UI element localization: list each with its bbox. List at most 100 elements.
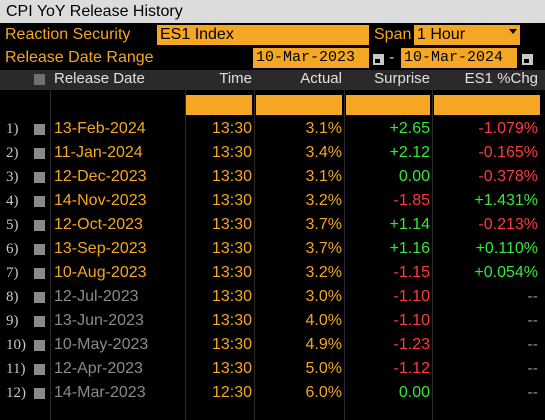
col-release-date[interactable]: Release Date — [54, 70, 145, 87]
col-time[interactable]: Time — [219, 70, 252, 87]
row-checkbox[interactable] — [34, 340, 45, 351]
range-end-value: 10-Mar-2024 — [404, 49, 504, 66]
pct-chg-cell: -- — [527, 288, 538, 305]
actual-cell: 3.1% — [305, 120, 342, 137]
release-date-cell[interactable]: 11-Jan-2024 — [54, 144, 143, 161]
table-row[interactable]: 7) 10-Aug-2023 13:30 3.2% -1.15 +0.054% — [0, 261, 545, 285]
grid-line — [50, 70, 51, 420]
time-cell: 13:30 — [211, 360, 252, 377]
table-row[interactable]: 1) 13-Feb-2024 13:30 3.1% +2.65 -1.079% — [0, 117, 545, 141]
table-row[interactable]: 9) 13-Jun-2023 13:30 4.0% -1.10 -- — [0, 309, 545, 333]
select-all-checkbox[interactable] — [34, 74, 45, 85]
time-cell: 13:30 — [211, 216, 252, 233]
pct-chg-cell: +0.054% — [474, 264, 538, 281]
surprise-cell: +1.14 — [389, 216, 430, 233]
actual-cell: 3.1% — [305, 168, 342, 185]
row-checkbox[interactable] — [34, 316, 45, 327]
surprise-cell: 0.00 — [398, 168, 430, 185]
row-checkbox[interactable] — [34, 124, 45, 135]
range-start-value: 10-Mar-2023 — [256, 49, 356, 66]
surprise-cell: +2.12 — [389, 144, 430, 161]
col-surprise[interactable]: Surprise — [374, 70, 430, 87]
date-range-row: Release Date Range 10-Mar-2023 - 10-Mar-… — [0, 47, 545, 71]
table-row[interactable]: 11) 12-Apr-2023 13:30 5.0% -1.12 -- — [0, 357, 545, 381]
release-date-cell[interactable]: 14-Nov-2023 — [54, 192, 147, 209]
calendar-icon[interactable] — [522, 54, 533, 65]
release-date-cell[interactable]: 10-May-2023 — [54, 336, 149, 353]
time-cell: 12:30 — [211, 384, 252, 401]
range-end-input[interactable]: 10-Mar-2024 — [401, 48, 517, 68]
row-checkbox[interactable] — [34, 292, 45, 303]
release-date-cell[interactable]: 12-Oct-2023 — [54, 216, 143, 233]
row-checkbox[interactable] — [34, 220, 45, 231]
actual-cell: 3.7% — [305, 240, 342, 257]
window-title: CPI YoY Release History — [0, 0, 545, 23]
row-number: 3) — [6, 169, 19, 185]
release-date-range-label: Release Date Range — [5, 49, 154, 66]
time-cell: 13:30 — [211, 264, 252, 281]
table-row[interactable]: 3) 12-Dec-2023 13:30 3.1% 0.00 -0.378% — [0, 165, 545, 189]
grid-line — [432, 70, 433, 420]
release-date-cell[interactable]: 13-Feb-2024 — [54, 120, 146, 137]
surprise-cell: -1.12 — [393, 360, 430, 377]
release-date-cell[interactable]: 12-Jul-2023 — [54, 288, 139, 305]
time-cell: 13:30 — [211, 288, 252, 305]
calendar-icon[interactable] — [373, 54, 384, 65]
reaction-security-input[interactable]: ES1 Index — [157, 25, 369, 45]
span-value: 1 Hour — [417, 26, 466, 43]
row-number: 12) — [6, 385, 26, 401]
row-checkbox[interactable] — [34, 244, 45, 255]
release-date-cell[interactable]: 13-Sep-2023 — [54, 240, 147, 257]
time-cell: 13:30 — [211, 168, 252, 185]
chevron-down-icon[interactable] — [509, 29, 517, 34]
release-date-cell[interactable]: 13-Jun-2023 — [54, 312, 144, 329]
release-date-cell[interactable]: 10-Aug-2023 — [54, 264, 147, 281]
span-select[interactable]: 1 Hour — [414, 25, 520, 45]
col-actual[interactable]: Actual — [300, 70, 342, 87]
table-row[interactable]: 12) 14-Mar-2023 12:30 6.0% 0.00 -- — [0, 381, 545, 405]
row-checkbox[interactable] — [34, 268, 45, 279]
range-start-input[interactable]: 10-Mar-2023 — [253, 48, 369, 68]
table-row[interactable]: 10) 10-May-2023 13:30 4.9% -1.23 -- — [0, 333, 545, 357]
table-row[interactable]: 8) 12-Jul-2023 13:30 3.0% -1.10 -- — [0, 285, 545, 309]
time-cell: 13:30 — [211, 312, 252, 329]
row-number: 8) — [6, 289, 19, 305]
table-row[interactable]: 6) 13-Sep-2023 13:30 3.7% +1.16 +0.110% — [0, 237, 545, 261]
time-cell: 13:30 — [211, 240, 252, 257]
row-checkbox[interactable] — [34, 364, 45, 375]
row-checkbox[interactable] — [34, 196, 45, 207]
grid-line — [254, 70, 255, 420]
time-cell: 13:30 — [211, 144, 252, 161]
table-row[interactable]: 5) 12-Oct-2023 13:30 3.7% +1.14 -0.213% — [0, 213, 545, 237]
row-number: 7) — [6, 265, 19, 281]
table-row[interactable]: 2) 11-Jan-2024 13:30 3.4% +2.12 -0.165% — [0, 141, 545, 165]
col-es1-pct-chg[interactable]: ES1 %Chg — [464, 70, 538, 87]
surprise-cell: +1.16 — [389, 240, 430, 257]
time-cell: 13:30 — [211, 192, 252, 209]
pct-chg-cell: -- — [527, 336, 538, 353]
row-number: 6) — [6, 241, 19, 257]
filter-surprise[interactable] — [346, 95, 430, 115]
actual-cell: 3.7% — [305, 216, 342, 233]
row-number: 11) — [6, 361, 26, 377]
filter-actual[interactable] — [256, 95, 342, 115]
release-date-cell[interactable]: 14-Mar-2023 — [54, 384, 146, 401]
table-row[interactable]: 4) 14-Nov-2023 13:30 3.2% -1.85 +1.431% — [0, 189, 545, 213]
span-label: Span — [374, 26, 412, 43]
pct-chg-cell: -0.378% — [478, 168, 538, 185]
filter-time[interactable] — [186, 95, 252, 115]
time-cell: 13:30 — [211, 336, 252, 353]
row-checkbox[interactable] — [34, 148, 45, 159]
release-date-cell[interactable]: 12-Apr-2023 — [54, 360, 143, 377]
pct-chg-cell: -1.079% — [478, 120, 538, 137]
pct-chg-cell: -0.213% — [478, 216, 538, 233]
filter-pct-chg[interactable] — [434, 95, 540, 115]
row-checkbox[interactable] — [34, 172, 45, 183]
reaction-security-value: ES1 Index — [160, 26, 234, 43]
pct-chg-cell: -0.165% — [478, 144, 538, 161]
grid-line — [185, 70, 186, 420]
release-date-cell[interactable]: 12-Dec-2023 — [54, 168, 147, 185]
row-checkbox[interactable] — [34, 388, 45, 399]
range-separator: - — [389, 49, 395, 66]
actual-cell: 3.4% — [305, 144, 342, 161]
